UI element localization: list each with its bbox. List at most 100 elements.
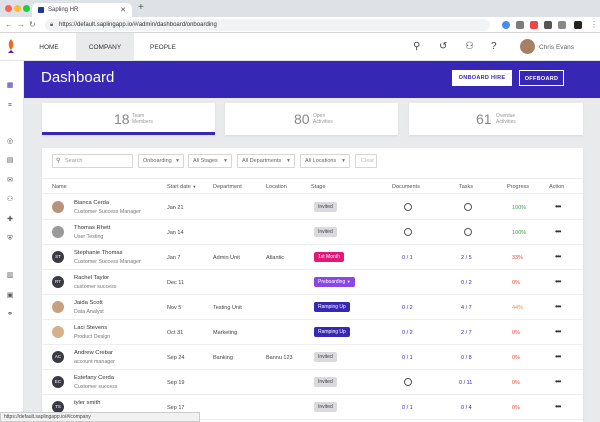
more-actions-icon[interactable]: ••• [555,302,561,311]
browser-tab[interactable]: Sapling HR ✕ [32,3,132,17]
column-header-progress[interactable]: Progress [507,184,530,190]
stat-card-overdue-activities[interactable]: 61 Overdue Activities [409,103,583,135]
dashboard-icon[interactable]: ▦ [6,82,14,89]
table-row[interactable]: Bianca Cerda Customer Success Manager Ja… [42,195,583,220]
employee-name[interactable]: Thomas Rhett [74,225,111,231]
url-field[interactable]: 🔒︎ https://default.saplingapp.io/#/admin… [45,19,490,31]
column-header-tasks[interactable]: Tasks [459,184,474,190]
table-row[interactable]: ST Stephanie Thomas Customer Success Man… [42,245,583,270]
documents-count[interactable]: 0 / 2 [402,330,413,336]
extension-icon[interactable] [516,21,524,29]
more-actions-icon[interactable]: ••• [555,252,561,261]
stat-card-open-activities[interactable]: 80 Open Activities [225,103,398,135]
tasks-count[interactable]: 2 / 7 [461,330,472,336]
offboard-button[interactable]: OFFBOARD [519,70,564,86]
zoom-window-icon[interactable] [23,5,30,12]
extension-icon[interactable] [574,21,582,29]
table-row[interactable]: TS tyler smith Sep 17 Invited 0 / 1 0 / … [42,395,583,420]
stat-value: 80 [294,111,310,127]
more-actions-icon[interactable]: ••• [555,277,561,286]
clear-button[interactable]: Clear [355,154,377,168]
user-avatar[interactable] [520,39,535,54]
table-row[interactable]: RT Rachel Taylor customer success Dec 11… [42,270,583,295]
extension-icon[interactable] [544,21,552,29]
column-header-location[interactable]: Location [266,184,287,190]
security-icon[interactable]: ⛨ [7,235,13,242]
documents-icon[interactable]: ▤ [6,157,14,164]
tasks-count[interactable]: 0 / 2 [461,280,472,286]
table-row[interactable]: AC Andrew Crebar account manager Sep 24 … [42,345,583,370]
stage-dropdown[interactable]: Preboarding ▼ [314,277,355,287]
tasks-count[interactable]: 0 / 11 [459,380,473,386]
more-actions-icon[interactable]: ••• [555,327,561,336]
extension-icon[interactable] [558,21,566,29]
stages-select[interactable]: All Stages ▼ [188,154,232,168]
documents-count[interactable]: 0 / 1 [402,355,413,361]
documents-count[interactable]: 0 / 1 [402,255,413,261]
integrations-icon[interactable]: ✚ [7,216,13,223]
more-actions-icon[interactable]: ••• [555,352,561,361]
workflow-icon[interactable]: ⚭ [7,311,13,318]
more-actions-icon[interactable]: ••• [555,377,561,386]
add-people-icon[interactable]: ⚇ [465,41,474,52]
tab-company[interactable]: COMPANY [76,33,134,61]
stage-badge: Ramping Up [314,302,350,312]
search-input[interactable]: ⚲ Search [52,154,133,168]
column-header-stage[interactable]: Stage [311,184,326,190]
browser-menu-icon[interactable]: ⋮ [590,20,598,29]
minimize-window-icon[interactable] [14,5,21,12]
mail-icon[interactable]: ✉ [7,177,13,184]
search-icon[interactable]: ⚲ [413,41,421,52]
reports-icon[interactable]: ⌗ [8,102,12,109]
onboarding-select[interactable]: Onboarding ▼ [138,154,184,168]
locations-select[interactable]: All Locations ▼ [300,154,350,168]
tab-home[interactable]: HOME [39,44,59,51]
people-icon[interactable]: ⚇ [6,196,14,203]
tasks-count[interactable]: 0 / 4 [461,405,472,411]
employee-name[interactable]: Laci Stevens [74,325,108,331]
tasks-count[interactable]: 2 / 5 [461,255,472,261]
table-row[interactable]: Thomas Rhett User Testing Jan 14 Invited… [42,220,583,245]
compass-icon[interactable]: ◎ [6,138,14,145]
departments-select[interactable]: All Departments ▼ [237,154,295,168]
documents-count[interactable]: 0 / 1 [402,405,413,411]
employee-name[interactable]: Jaida Scott [74,300,103,306]
column-header-name[interactable]: Name [52,184,67,190]
employee-name[interactable]: Bianca Cerda [74,200,110,206]
onboard-hire-button[interactable]: ONBOARD HIRE [452,70,512,86]
back-icon[interactable]: ← [5,20,13,29]
forward-icon[interactable]: → [17,20,25,29]
documents-count[interactable]: 0 / 2 [402,305,413,311]
stat-card-team-members[interactable]: 18 Team Members [42,103,215,135]
more-actions-icon[interactable]: ••• [555,227,561,236]
table-row[interactable]: Jaida Scott Data Analyst Nov 5 Testing U… [42,295,583,320]
table-row[interactable]: Laci Stevens Product Design Oct 31 Marke… [42,320,583,345]
close-window-icon[interactable] [5,5,12,12]
more-actions-icon[interactable]: ••• [555,402,561,411]
extension-icon[interactable] [502,21,510,29]
more-actions-icon[interactable]: ••• [555,202,561,211]
history-icon[interactable]: ↺ [439,41,448,52]
employee-name[interactable]: Stephanie Thomas [74,250,123,256]
employee-name[interactable]: Estefany Cerda [74,375,114,381]
employee-title: Customer Success Manager [74,259,141,265]
close-tab-icon[interactable]: ✕ [120,7,126,14]
grid-icon[interactable]: ▣ [6,292,14,299]
table-row[interactable]: EC Estefany Cerda Customer success Sep 1… [42,370,583,395]
extension-icon[interactable] [530,21,538,29]
help-icon[interactable]: ? [491,41,497,52]
employee-name[interactable]: tyler smith [74,400,101,406]
column-header-department[interactable]: Department [213,184,242,190]
new-tab-icon[interactable]: + [138,2,144,13]
reload-icon[interactable]: ↻ [29,20,36,29]
sapling-logo-icon[interactable] [6,39,16,53]
employee-name[interactable]: Rachel Taylor [74,275,110,281]
column-header-documents[interactable]: Documents [392,184,420,190]
column-header-start-date[interactable]: Start date ▼ [167,184,197,190]
user-name[interactable]: Chris Evans [539,44,575,51]
org-chart-icon[interactable]: ▥ [6,272,14,279]
employee-name[interactable]: Andrew Crebar [74,350,113,356]
tasks-count[interactable]: 0 / 8 [461,355,472,361]
tab-people[interactable]: PEOPLE [149,44,176,51]
tasks-count[interactable]: 4 / 7 [461,305,472,311]
